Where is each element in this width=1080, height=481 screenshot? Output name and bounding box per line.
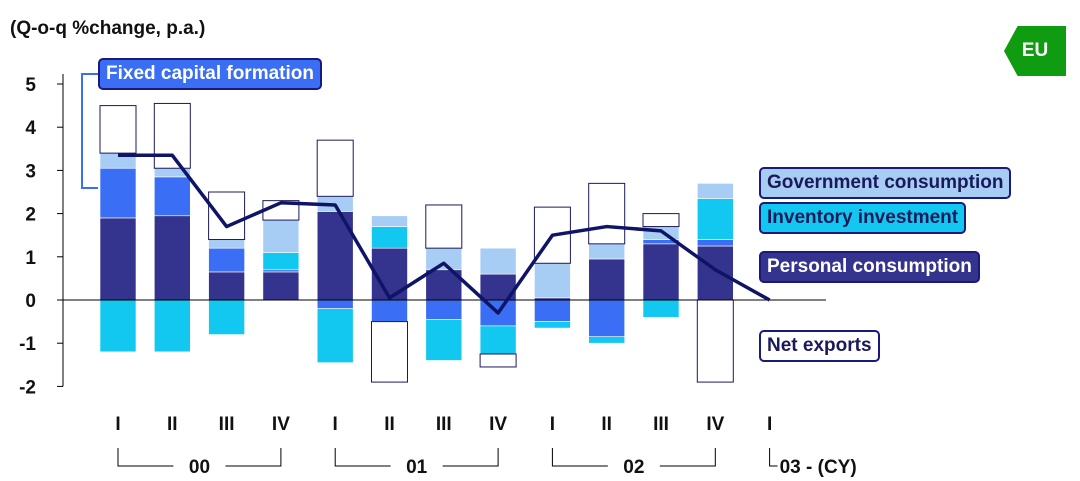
legend-bracket	[81, 73, 98, 189]
x-tick-label: II	[384, 414, 395, 435]
bar-personal	[208, 271, 245, 301]
x-tick-label: III	[653, 414, 669, 435]
bar-government	[371, 215, 408, 227]
bar-personal	[154, 215, 191, 301]
bar-fixed	[588, 299, 626, 338]
year-bracket	[659, 448, 716, 467]
bar-inventory	[262, 252, 300, 271]
year-bracket	[769, 448, 778, 467]
bar-net_exports	[316, 139, 354, 197]
legend-government-consumption: Government consumption	[759, 167, 1012, 199]
bar-government	[534, 262, 571, 299]
bar-government	[696, 183, 734, 199]
bar-inventory	[316, 308, 354, 363]
year-bracket	[225, 448, 282, 467]
year-bracket	[334, 448, 391, 467]
legend-inventory-investment: Inventory investment	[759, 202, 967, 234]
bar-net_exports	[642, 213, 680, 228]
legend-net-exports: Net exports	[759, 330, 880, 362]
bar-inventory	[696, 198, 734, 240]
x-tick-label: I	[333, 414, 338, 435]
legend-personal-consumption: Personal consumption	[759, 251, 980, 283]
bar-inventory	[588, 336, 626, 344]
y-tick-label: 3	[25, 161, 36, 182]
bar-inventory	[642, 299, 680, 318]
year-label: 02	[623, 457, 644, 478]
bar-net_exports	[153, 102, 191, 169]
bar-net_exports	[696, 299, 734, 383]
bar-fixed	[371, 299, 408, 322]
bar-fixed	[534, 299, 571, 322]
legend-fixed-capital-formation: Fixed capital formation	[98, 58, 322, 90]
x-tick-label: II	[167, 414, 178, 435]
bar-inventory	[479, 325, 517, 355]
x-tick-label: I	[767, 414, 772, 435]
year-bracket	[442, 448, 499, 467]
y-tick-label: 5	[25, 75, 36, 96]
bar-net_exports	[208, 191, 246, 241]
y-tick-label: -1	[19, 334, 36, 355]
x-tick-label: I	[550, 414, 555, 435]
x-tick-label: IV	[272, 414, 290, 435]
bar-personal	[99, 217, 137, 301]
bar-government	[588, 243, 626, 260]
bar-inventory	[154, 299, 191, 353]
year-bracket	[551, 448, 608, 467]
year-label: 01	[406, 457, 428, 478]
region-badge: EU	[1004, 26, 1066, 76]
bar-inventory	[534, 321, 571, 329]
bar-net_exports	[371, 321, 408, 383]
bar-net_exports	[425, 204, 463, 249]
bar-government	[479, 247, 517, 275]
bar-personal	[262, 271, 300, 301]
gdp-line	[118, 153, 771, 315]
bar-fixed	[262, 269, 300, 273]
x-tick-label: I	[115, 414, 120, 435]
bar-fixed	[208, 247, 245, 273]
y-tick-label: 4	[25, 118, 36, 139]
y-tick-label: 2	[25, 205, 36, 226]
x-tick-label: III	[436, 414, 452, 435]
y-tick-label: 1	[25, 248, 36, 269]
bar-fixed	[316, 299, 354, 309]
bar-net_exports	[99, 105, 137, 154]
bar-fixed	[425, 299, 463, 320]
x-tick-label: IV	[489, 414, 507, 435]
x-tick-label: II	[601, 414, 612, 435]
bar-government	[262, 219, 300, 253]
bar-fixed	[696, 239, 734, 247]
bar-personal	[642, 243, 680, 301]
bar-inventory	[208, 299, 245, 335]
y-tick-label: -2	[19, 377, 36, 398]
bar-personal	[588, 258, 626, 301]
bar-inventory	[99, 299, 137, 353]
x-tick-label: IV	[706, 414, 724, 435]
y-tick-label: 0	[25, 291, 36, 312]
year-bracket	[117, 448, 174, 467]
bar-fixed	[154, 176, 191, 217]
bar-personal	[696, 245, 734, 301]
x-tick-label: III	[219, 414, 235, 435]
bar-net_exports	[479, 353, 517, 368]
bar-inventory	[425, 319, 463, 361]
year-label: 00	[189, 457, 210, 478]
unit-label: (Q-o-q %change, p.a.)	[10, 18, 206, 39]
bar-inventory	[371, 226, 408, 249]
year-label: 03 - (CY)	[780, 457, 857, 478]
bar-fixed	[99, 167, 137, 219]
bar-government	[208, 239, 245, 249]
bar-net_exports	[588, 182, 626, 245]
bar-government	[425, 247, 463, 271]
